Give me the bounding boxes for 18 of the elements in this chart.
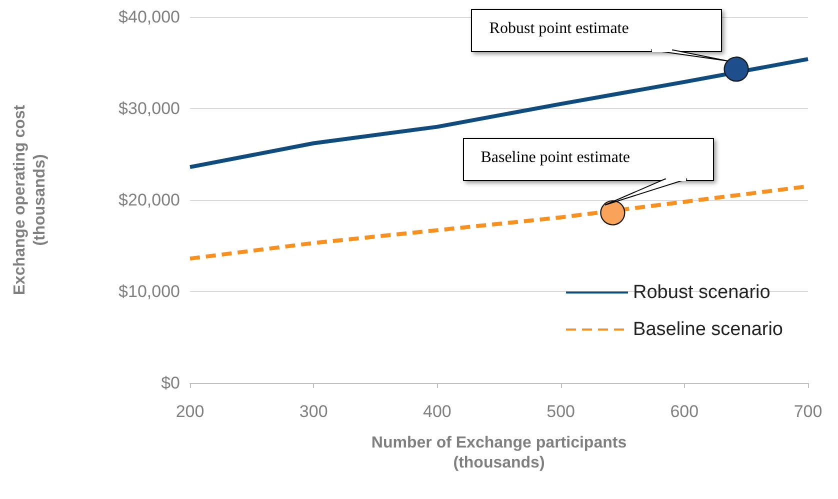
y-tick-label: $40,000 bbox=[118, 8, 180, 26]
legend-label: Baseline scenario bbox=[633, 319, 784, 340]
annotation: Robust point estimate bbox=[489, 20, 629, 38]
legend-label: Robust scenario bbox=[633, 282, 770, 303]
y-tick-label: $30,000 bbox=[118, 99, 180, 118]
x-tick-label: 600 bbox=[670, 402, 699, 421]
y-tick-label: $20,000 bbox=[118, 190, 180, 210]
x-tick-label: 200 bbox=[176, 402, 204, 421]
x-tick-label: 500 bbox=[546, 402, 575, 421]
x-axis-title: Number of Exchange participants (thousands) bbox=[371, 434, 627, 472]
y-axis-title: Exchange operating cost (thousands) bbox=[12, 104, 48, 296]
x-tick-label: 700 bbox=[794, 402, 822, 421]
x-tick-label: 300 bbox=[299, 402, 328, 421]
y-tick-label: $10,000 bbox=[118, 282, 180, 301]
annotation: Baseline point estimate bbox=[480, 148, 630, 167]
y-tick-label: $0 bbox=[161, 374, 180, 392]
x-tick-label: 400 bbox=[423, 402, 452, 421]
line-series bbox=[188, 57, 810, 170]
